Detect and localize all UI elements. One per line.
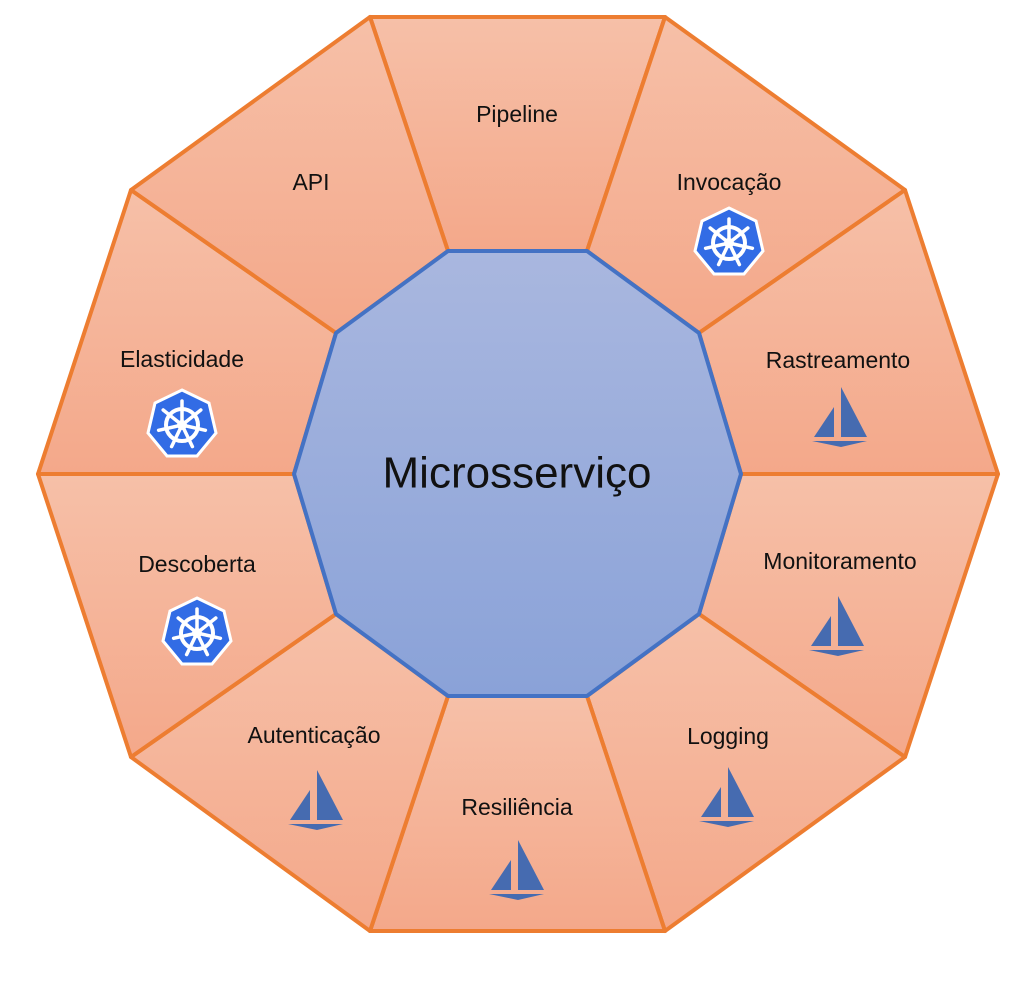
segment-label-resiliencia: Resiliência (461, 794, 572, 820)
segment-label-autenticacao: Autenticação (248, 722, 381, 748)
kubernetes-icon (146, 388, 218, 458)
segment-label-api: API (292, 169, 329, 195)
segment-label-invocacao: Invocação (677, 169, 782, 195)
kubernetes-icon (161, 596, 233, 666)
segment-label-elasticidade: Elasticidade (120, 346, 244, 372)
segment-label-rastreamento: Rastreamento (766, 347, 910, 373)
segment-label-pipeline: Pipeline (476, 101, 558, 127)
center-label: Microsserviço (383, 449, 652, 498)
kubernetes-icon (693, 206, 765, 276)
center-decagon (292, 249, 743, 698)
segment-label-monitoramento: Monitoramento (763, 548, 916, 574)
segment-label-descoberta: Descoberta (138, 551, 256, 577)
segment-label-logging: Logging (687, 723, 769, 749)
